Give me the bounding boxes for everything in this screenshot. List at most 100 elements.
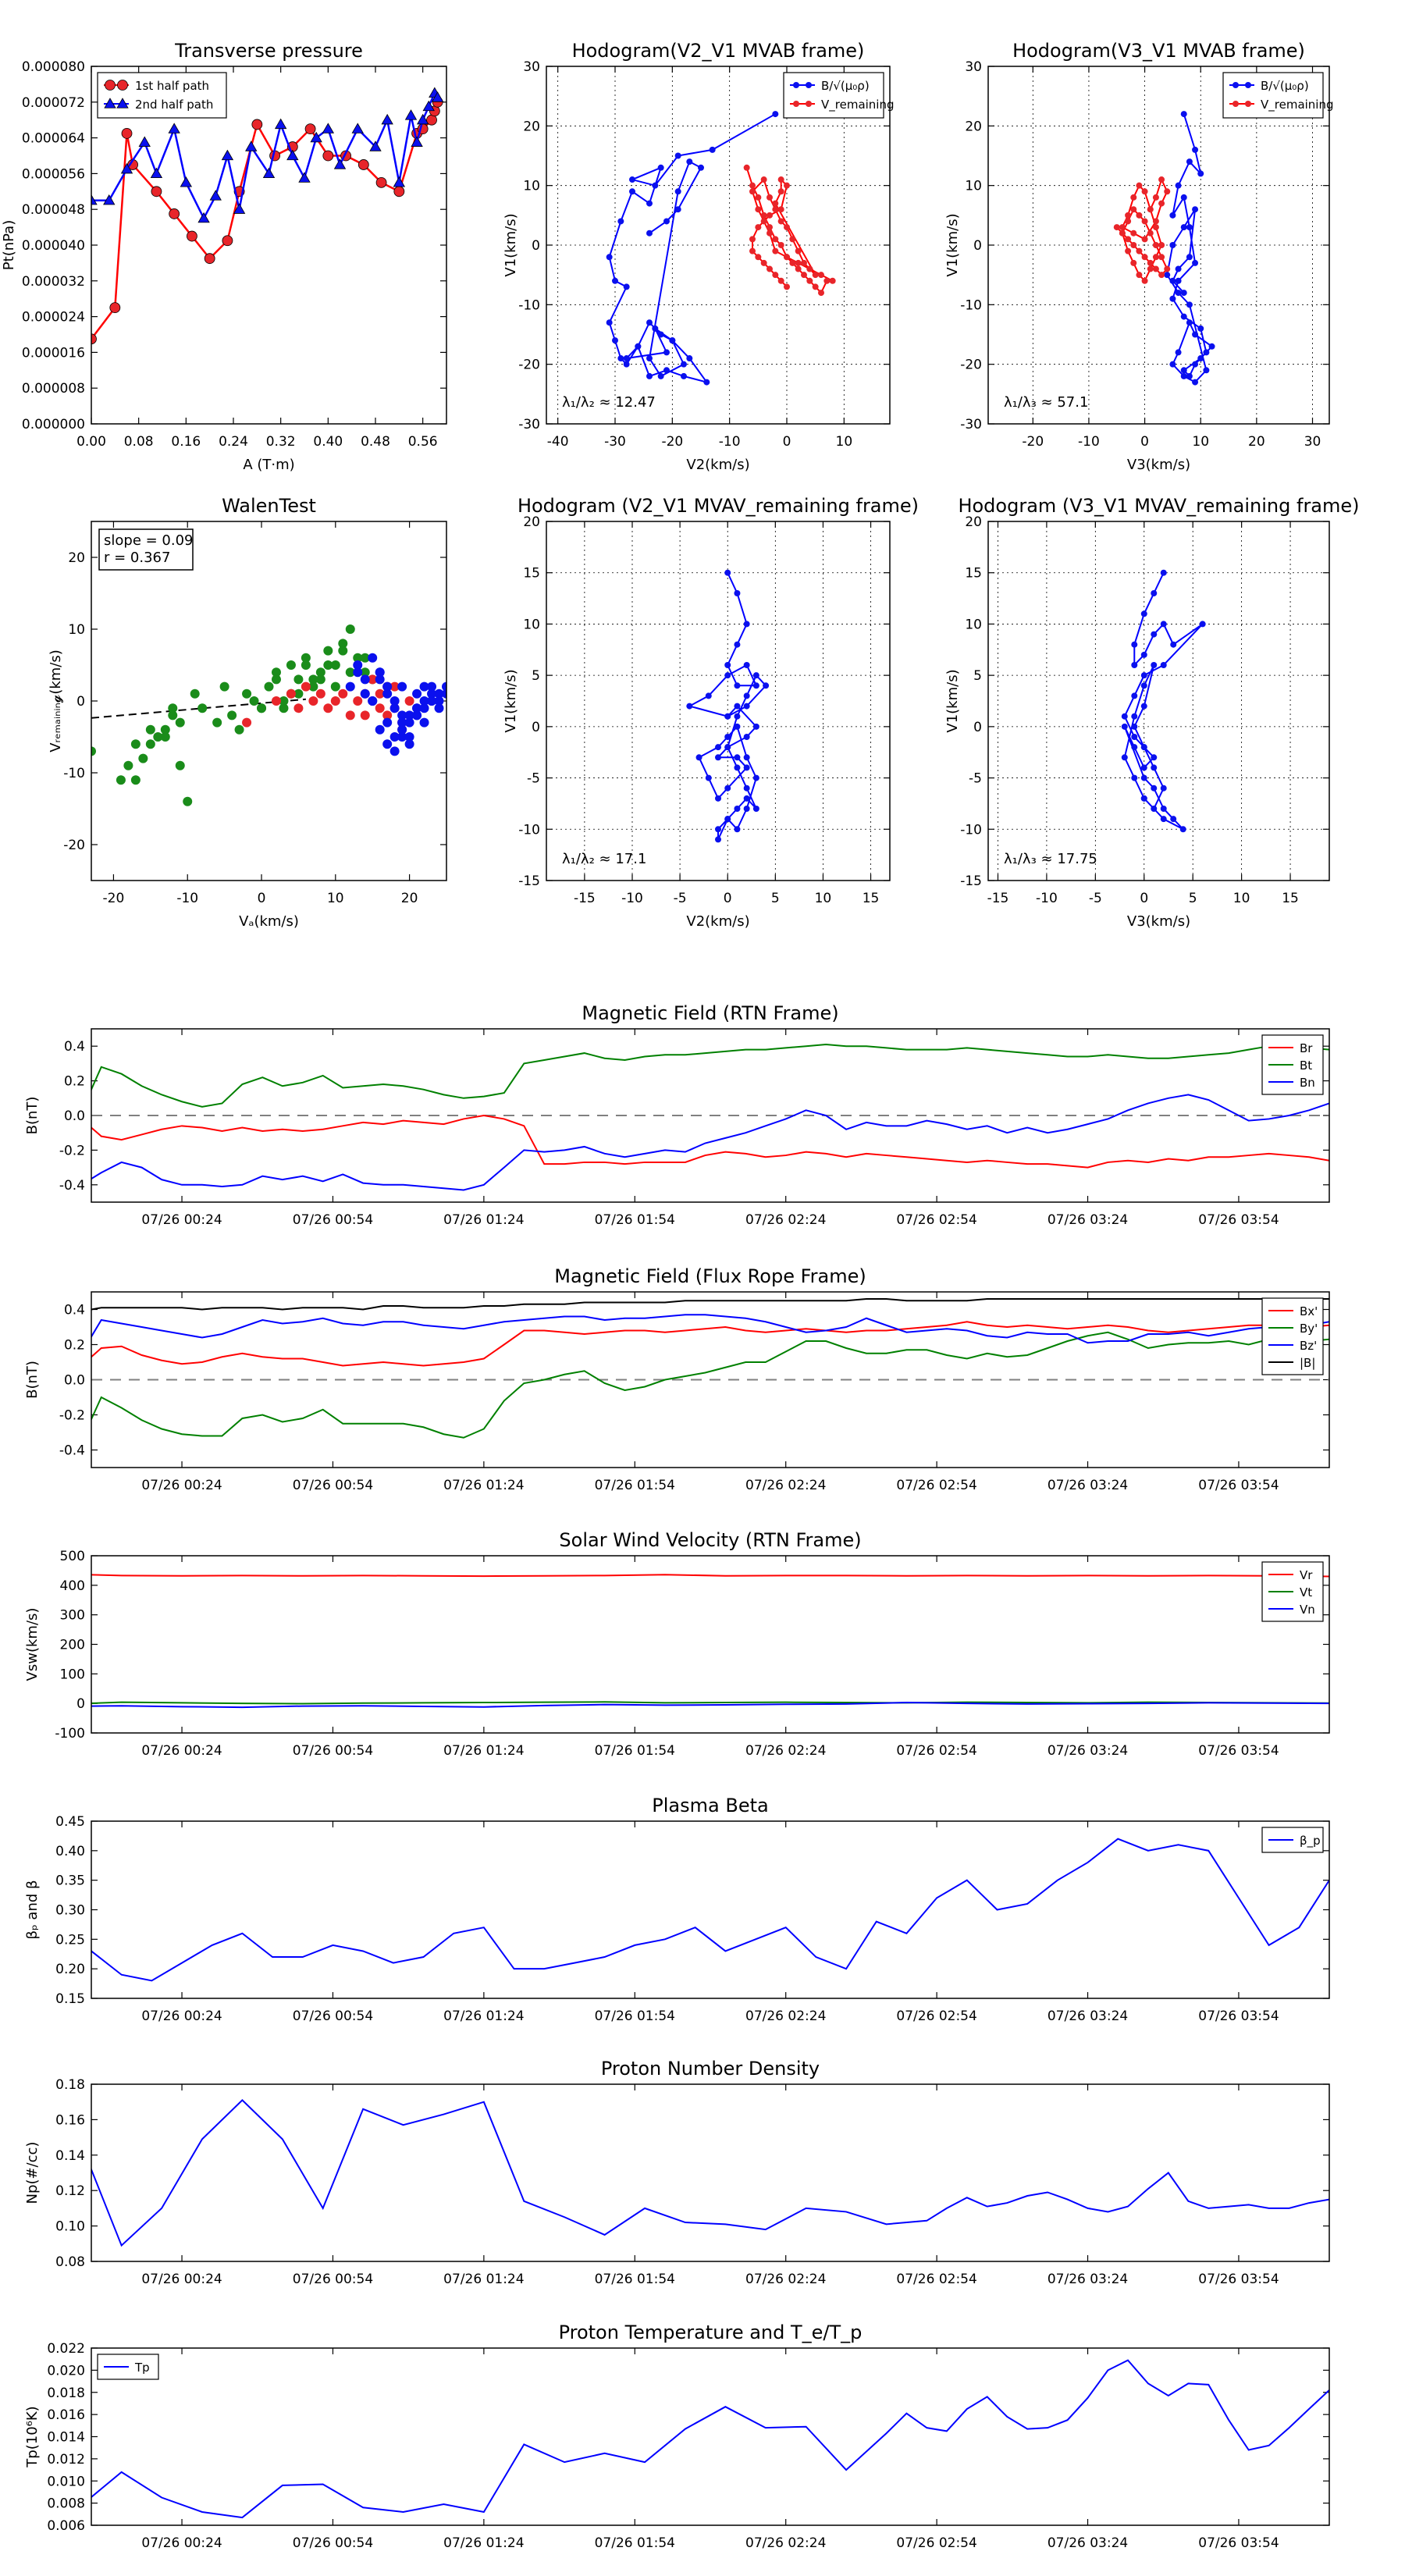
y-tick-label: -20 (63, 838, 85, 853)
plot-frame (987, 521, 1330, 881)
x-tick-label: 5 (771, 891, 780, 906)
data-point (1147, 229, 1154, 237)
data-point (271, 696, 281, 706)
data-point (767, 265, 773, 272)
data-point (646, 319, 653, 326)
data-point (422, 100, 435, 112)
data-point (743, 164, 750, 171)
data-point (1169, 295, 1176, 302)
data-point (138, 136, 151, 147)
x-tick-label: 30 (1304, 434, 1321, 450)
data-point (734, 641, 741, 648)
data-point (695, 754, 702, 761)
data-point (91, 746, 96, 756)
data-point (375, 703, 385, 713)
data-point (1192, 331, 1199, 338)
x-tick-label: -10 (176, 891, 198, 906)
x-tick-label: -15 (987, 891, 1009, 906)
data-point (743, 734, 750, 740)
plot-frame (546, 66, 891, 425)
data-point (734, 806, 741, 812)
data-point (1136, 272, 1143, 279)
data-point (612, 277, 618, 284)
x-axis-label: V3(km/s) (1127, 913, 1190, 930)
y-tick-label: -10 (518, 822, 540, 838)
y-tick-label: 0.45 (55, 1814, 85, 1830)
data-point (1164, 188, 1171, 195)
chart-title: WalenTest (222, 495, 316, 517)
data-point (1125, 236, 1132, 243)
y-tick-label: 0 (532, 720, 540, 735)
y-tick-label: 0.000040 (22, 238, 85, 254)
series-vr (91, 1574, 1329, 1578)
plot-area (91, 1298, 1329, 1439)
data-point (724, 785, 731, 792)
data-point (1147, 265, 1154, 272)
legend-label: Bz' (1300, 1339, 1317, 1353)
x-tick-label: -40 (547, 434, 569, 450)
data-point (1192, 361, 1199, 368)
data-point (1152, 224, 1159, 231)
y-tick-label: 15 (523, 566, 540, 582)
data-point (301, 681, 311, 692)
data-point (724, 662, 731, 668)
x-tick-label: 07/26 02:54 (896, 1212, 976, 1228)
data-point (1170, 641, 1177, 648)
data-point (1141, 188, 1148, 195)
legend: B/√(μ₀ρ) V_remaining (783, 72, 895, 119)
walen-test-chart: WalenTest -20 -10 0 10 20 -20 -10 0 10 20 Vₐ(km/s) V… (48, 495, 447, 930)
data-point (375, 667, 385, 678)
y-tick-label: 200 (60, 1638, 85, 1653)
x-tick-label: 07/26 00:24 (141, 1212, 222, 1228)
x-tick-label: -5 (674, 891, 687, 906)
data-point (221, 149, 234, 161)
data-point (795, 259, 802, 266)
data-point (1158, 242, 1165, 248)
data-point (375, 176, 387, 188)
y-tick-label: 0 (76, 1696, 85, 1712)
x-tick-label: -5 (1089, 891, 1102, 906)
data-point (652, 182, 659, 189)
y-tick-label: 10 (965, 617, 982, 632)
legend: Bx' By' Bz' |B| (1261, 1297, 1324, 1375)
data-point (1192, 206, 1199, 213)
data-point (397, 710, 407, 720)
x-tick-label: -30 (604, 434, 626, 450)
series-blue (1121, 569, 1206, 833)
y-tick-label: 400 (60, 1578, 85, 1594)
data-point (431, 91, 444, 102)
data-point (760, 218, 767, 225)
axis-ticks: 07/26 00:24 07/26 00:54 07/26 01:24 07/26 0… (59, 1029, 1329, 1228)
x-tick-label: -20 (1022, 434, 1044, 450)
data-point (777, 206, 784, 213)
annotation-text: λ₁/λ₃ ≈ 57.1 (1004, 394, 1088, 411)
data-point (279, 696, 289, 706)
data-point (705, 774, 712, 781)
data-point (404, 109, 418, 120)
x-tick-label: -15 (574, 891, 596, 906)
x-tick-label: 0 (258, 891, 266, 906)
data-point (234, 724, 244, 735)
x-tick-label: 07/26 01:24 (443, 2008, 524, 2024)
data-point (1136, 182, 1143, 189)
y-tick-label: 0.008 (47, 2496, 85, 2512)
data-point (777, 242, 784, 248)
data-point (1151, 806, 1158, 812)
data-point (249, 696, 259, 706)
data-point (375, 724, 385, 735)
data-point (419, 681, 429, 692)
axis-ticks: 07/26 00:24 07/26 00:54 07/26 01:24 07/26 0… (47, 2341, 1329, 2551)
data-point (389, 703, 400, 713)
data-point (1203, 367, 1210, 374)
x-tick-label: 0.16 (171, 434, 201, 450)
data-point (187, 230, 197, 242)
data-point (271, 667, 281, 678)
data-point (749, 188, 756, 195)
data-point (323, 646, 333, 656)
data-point (606, 254, 613, 261)
x-tick-label: 0 (724, 891, 732, 906)
data-point (1131, 734, 1138, 740)
data-point (286, 149, 299, 161)
y-tick-label: 0.0 (64, 1108, 85, 1124)
y-tick-label: -5 (969, 771, 982, 787)
